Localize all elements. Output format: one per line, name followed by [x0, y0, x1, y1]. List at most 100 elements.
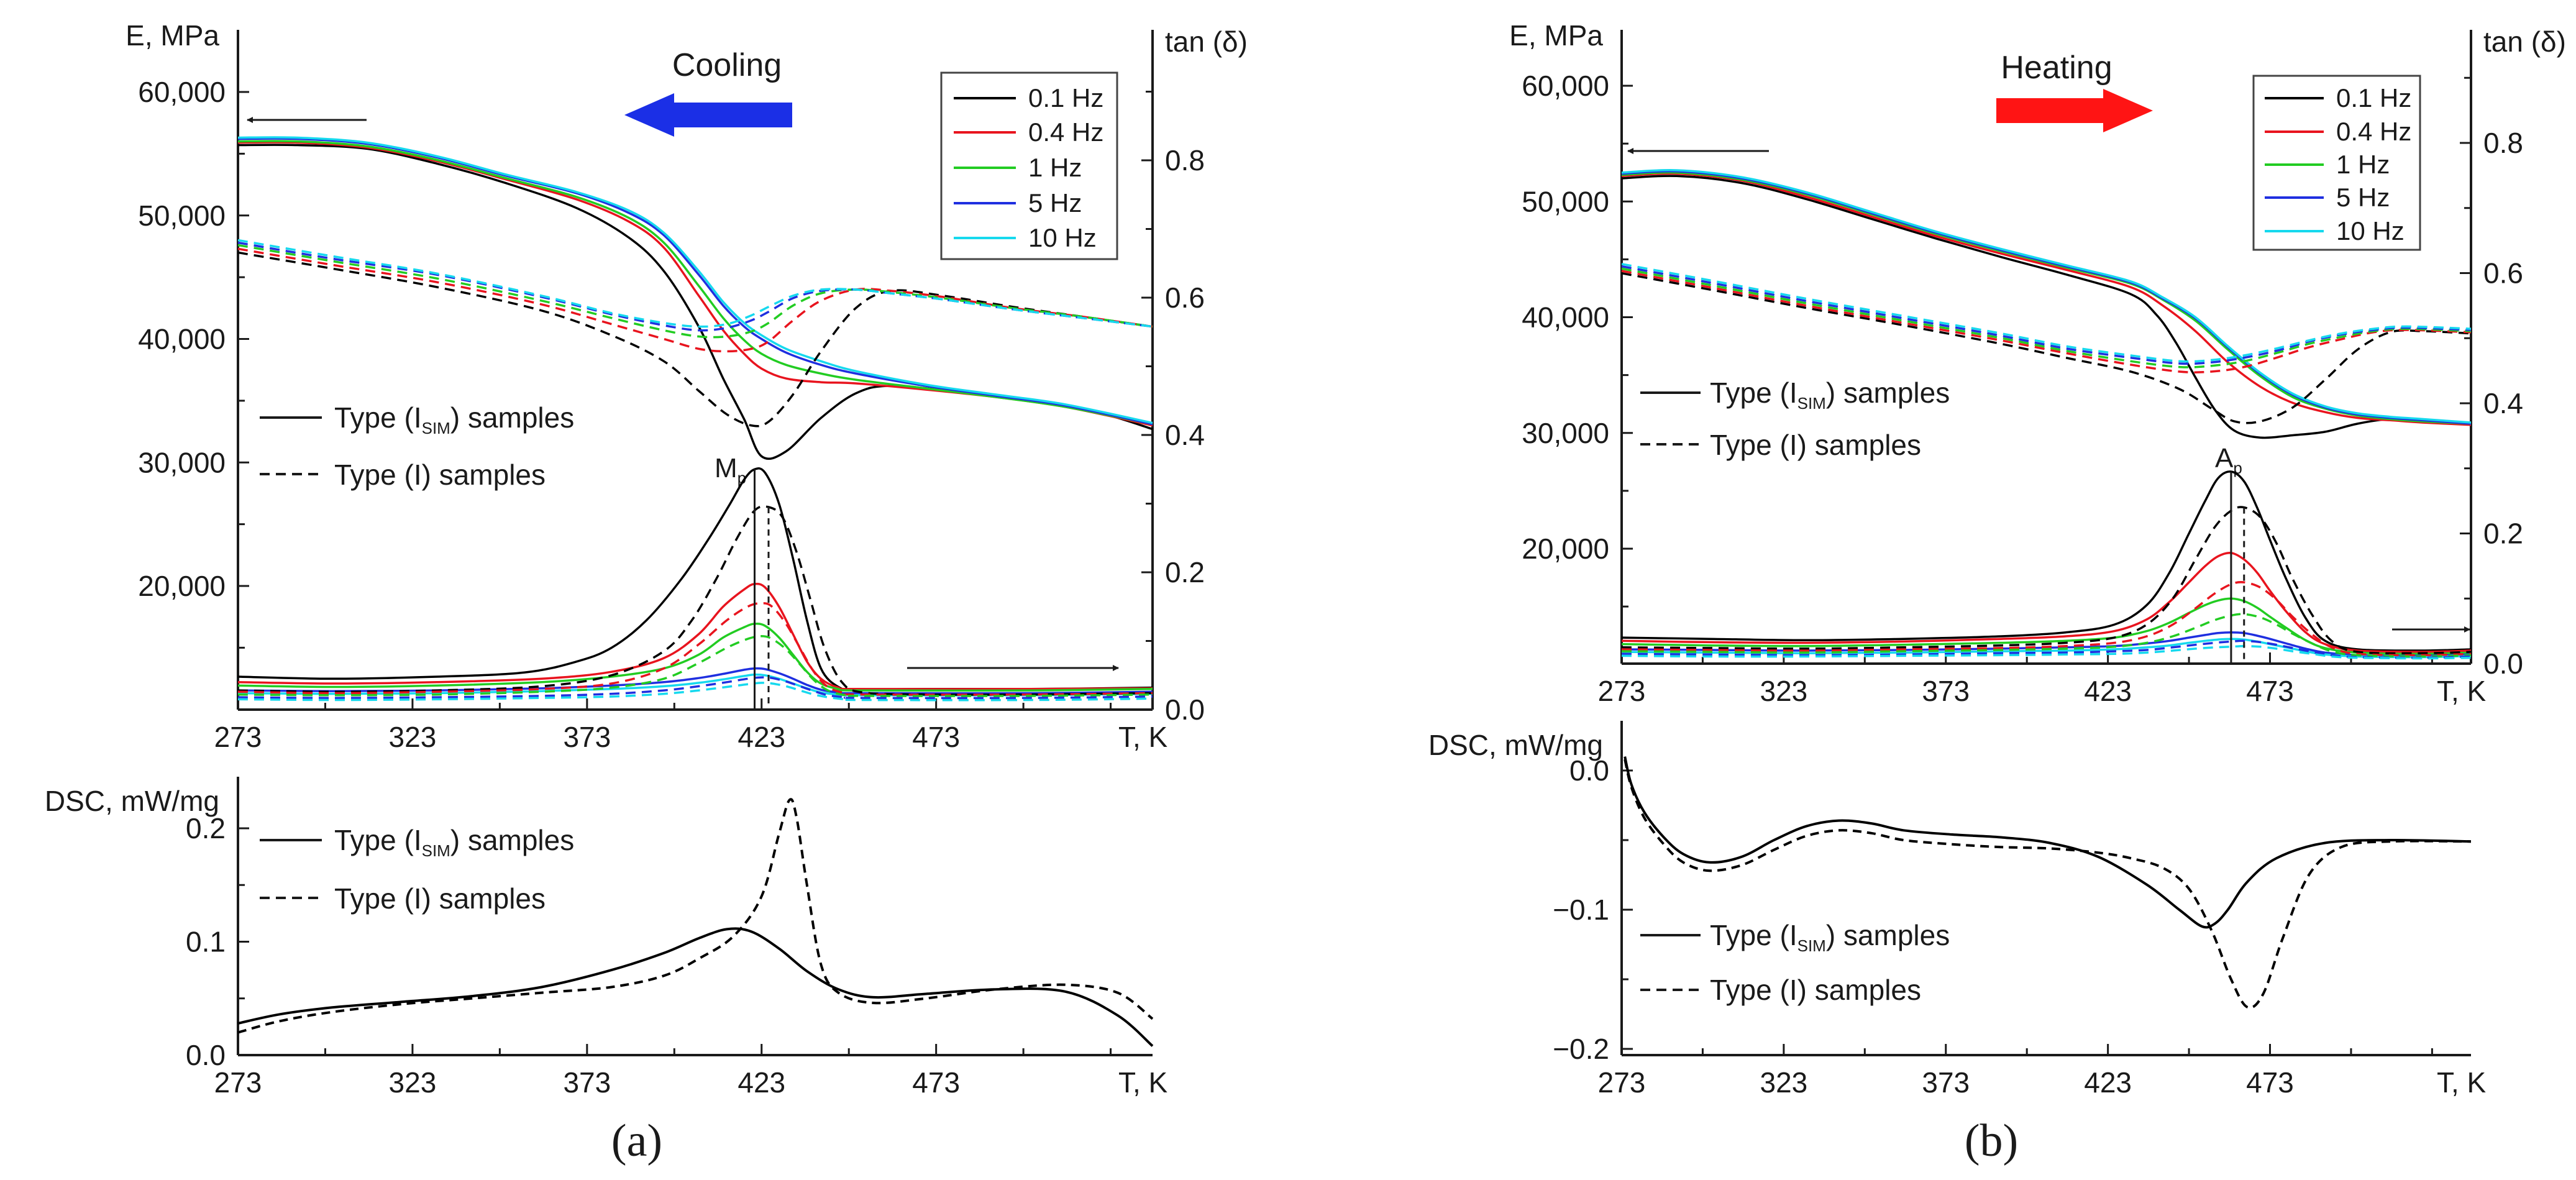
- x-tick-label-b_dma-4: 473: [2246, 675, 2294, 707]
- panel-label-a: (a): [611, 1115, 662, 1166]
- series-b_dma-10-hz-solid-y-4: [1621, 169, 2472, 424]
- x-tick-label-b_dsc-3: 423: [2084, 1066, 2132, 1099]
- y-tick-label-a_dma-1: 30,000: [138, 446, 226, 478]
- y-tick-label-b_dma-1: 30,000: [1522, 417, 1609, 449]
- y2-tick-label-a_dma-2: 0.4: [1165, 419, 1205, 451]
- chart-a_dma: 273 323 373 423 473 T, K 20,000 30,000 40,000 50,…: [126, 19, 1248, 753]
- y-tick-label-a_dma-2: 40,000: [138, 323, 226, 355]
- series-b_dma-5-hz-dashed-y-8: [1621, 265, 2472, 365]
- series-b_dma-10-hz-dashed-y2-19: [1621, 644, 2472, 660]
- x-tick-label-a_dma-0: 273: [214, 721, 262, 753]
- heating-arrow-icon: [1996, 89, 2153, 132]
- legend-label-0.1hz: 0.1 Hz: [1028, 83, 1103, 112]
- y2-axis-label-b_dma: tan (δ): [2483, 25, 2566, 58]
- x-tick-label-a_dsc-3: 423: [738, 1066, 785, 1099]
- y-tick-label-b_dma-3: 50,000: [1522, 185, 1609, 217]
- series-b_dsc-type-isim-samples-solid-0: [1624, 756, 2472, 929]
- legend-label-0.1hz-b: 0.1 Hz: [2336, 83, 2411, 112]
- series-a_dma-10-hz-dashed-y-9: [237, 239, 1153, 328]
- svg-text:Type (ISIM) samples: Type (ISIM) samples: [1710, 377, 1950, 413]
- cooling-label: Cooling: [672, 47, 782, 83]
- y-tick-label-a_dma-0: 20,000: [138, 570, 226, 602]
- series-b_dma-1-hz-solid-y2-12: [1621, 597, 2472, 656]
- y2-tick-label-a_dma-0: 0.0: [1165, 693, 1205, 726]
- series-b_dma-0-4-hz-dashed-y2-16: [1621, 581, 2472, 657]
- type-legend-b-dsc: Type (ISIM) samples Type (I) samples: [1640, 919, 1950, 1006]
- x-tick-label-a_dma-2: 373: [563, 721, 611, 753]
- y-tick-label-a_dma-3: 50,000: [138, 199, 226, 232]
- x-tick-label-a_dma-1: 323: [389, 721, 437, 753]
- x-tick-label-b_dsc-0: 273: [1598, 1066, 1646, 1099]
- y-tick-label-a_dma-4: 60,000: [138, 76, 226, 108]
- y2-axis-label-a_dma: tan (δ): [1165, 25, 1248, 58]
- x-tick-label-b_dma-2: 373: [1922, 675, 1970, 707]
- series-a_dma-1-hz-dashed-y-7: [237, 244, 1153, 339]
- series-b_dma-0-4-hz-solid-y-1: [1621, 172, 2472, 426]
- legend-label-1hz-b: 1 Hz: [2336, 150, 2390, 179]
- series-a_dma-0-1-hz-dashed-y-5: [237, 251, 1153, 428]
- series-b_dma-0-4-hz-solid-y2-11: [1621, 552, 2472, 653]
- y-tick-label-b_dma-0: 20,000: [1522, 533, 1609, 565]
- x-tick-label-a_dma-4: 473: [912, 721, 960, 753]
- y-axis-label-b_dma: E, MPa: [1509, 19, 1603, 52]
- y-tick-label-b_dsc-0: −0.2: [1553, 1033, 1609, 1065]
- svg-text:Type (I) samples: Type (I) samples: [334, 459, 546, 491]
- legend-label-5hz: 5 Hz: [1028, 188, 1082, 217]
- x-tick-label-a_dsc-1: 323: [389, 1066, 437, 1099]
- y2-tick-label-b_dma-2: 0.4: [2483, 387, 2523, 419]
- x-axis-label-b_dma: T, K: [2437, 675, 2487, 707]
- legend-label-1hz: 1 Hz: [1028, 153, 1082, 182]
- legend-label-0.4hz: 0.4 Hz: [1028, 117, 1103, 147]
- series-b_dma-0-1-hz-dashed-y-5: [1621, 272, 2472, 424]
- x-tick-label-b_dsc-4: 473: [2246, 1066, 2294, 1099]
- y2-tick-label-a_dma-3: 0.6: [1165, 281, 1205, 314]
- x-tick-label-a_dma-3: 423: [738, 721, 785, 753]
- type-legend-b-dma: Type (ISIM) samples Type (I) samples: [1640, 377, 1950, 461]
- legend-label-5hz-b: 5 Hz: [2336, 183, 2390, 212]
- y2-tick-label-b_dma-1: 0.2: [2483, 518, 2523, 550]
- series-a_dsc-type-i-samples-dashed-1: [237, 798, 1154, 1034]
- series-b_dma-0-1-hz-solid-y2-10: [1621, 470, 2472, 652]
- svg-text:Type (ISIM) samples: Type (ISIM) samples: [1710, 919, 1950, 955]
- series-b_dma-0-4-hz-dashed-y-6: [1621, 270, 2472, 373]
- x-tick-label-b_dma-0: 273: [1598, 675, 1646, 707]
- x-tick-label-b_dma-3: 423: [2084, 675, 2132, 707]
- series-a_dma-5-hz-dashed-y2-18: [237, 676, 1153, 700]
- frequency-legend-a: 0.1 Hz 0.4 Hz 1 Hz 5 Hz 10 Hz: [940, 71, 1118, 260]
- y2-tick-label-a_dma-4: 0.8: [1165, 144, 1205, 176]
- x-tick-label-a_dsc-0: 273: [214, 1066, 262, 1099]
- x-tick-label-a_dsc-4: 473: [912, 1066, 960, 1099]
- y-tick-label-b_dsc-2: 0.0: [1569, 754, 1609, 787]
- panel-label-b: (b): [1965, 1115, 2018, 1166]
- y2-tick-label-b_dma-3: 0.6: [2483, 257, 2523, 290]
- type-legend-a-dma: Type (ISIM) samples Type (I) samples: [260, 401, 574, 491]
- y-tick-label-b_dma-4: 60,000: [1522, 70, 1609, 102]
- series-b_dma-1-hz-solid-y-2: [1621, 171, 2472, 425]
- series-b_dsc-type-i-samples-dashed-1: [1624, 759, 2472, 1009]
- series-a_dma-5-hz-solid-y-3: [237, 137, 1153, 426]
- frequency-legend-b: 0.1 Hz 0.4 Hz 1 Hz 5 Hz 10 Hz: [2252, 75, 2421, 251]
- y-tick-label-b_dma-2: 40,000: [1522, 301, 1609, 334]
- y-tick-label-b_dsc-1: −0.1: [1553, 894, 1609, 926]
- y2-tick-label-a_dma-1: 0.2: [1165, 556, 1205, 588]
- series-a_dma-10-hz-dashed-y2-19: [237, 682, 1153, 702]
- x-tick-label-b_dma-1: 323: [1760, 675, 1808, 707]
- x-tick-label-b_dsc-2: 373: [1922, 1066, 1970, 1099]
- series-a_dsc-type-isim-samples-solid-0: [237, 927, 1154, 1047]
- cooling-arrow-icon: [624, 93, 792, 137]
- series-a_dma-1-hz-solid-y2-12: [237, 622, 1153, 692]
- y-axis-label-a_dma: E, MPa: [126, 19, 219, 52]
- series-b_dma-0-1-hz-dashed-y2-15: [1621, 506, 2472, 655]
- series-a_dma-0-1-hz-dashed-y2-15: [237, 505, 1153, 696]
- svg-text:Type (ISIM) samples: Type (ISIM) samples: [334, 401, 574, 437]
- peak-label-mp: Mp: [715, 453, 746, 487]
- heating-label: Heating: [2001, 50, 2112, 86]
- y-axis-label-a_dsc: DSC, mW/mg: [45, 785, 219, 817]
- legend-label-10hz-b: 10 Hz: [2336, 216, 2405, 245]
- series-a_dma-0-4-hz-dashed-y2-16: [237, 601, 1153, 696]
- svg-text:Type (I) samples: Type (I) samples: [334, 882, 546, 915]
- y2-tick-label-b_dma-0: 0.0: [2483, 647, 2523, 680]
- series-b_dma-10-hz-dashed-y-9: [1621, 263, 2472, 363]
